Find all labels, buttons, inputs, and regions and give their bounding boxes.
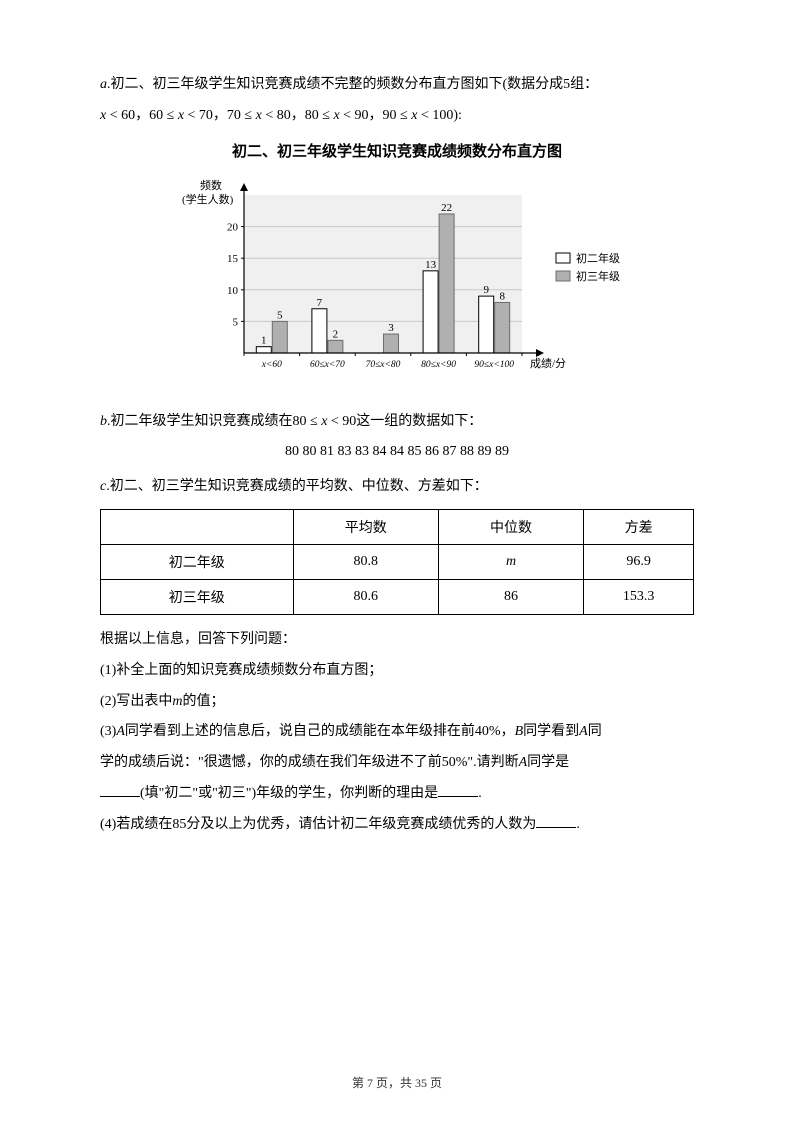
svg-text:(学生人数): (学生人数) (182, 192, 234, 206)
intro-c: c.初二、初三学生知识竞赛成绩的平均数、中位数、方差如下： (100, 472, 694, 503)
row-label: 初二年级 (101, 544, 294, 579)
svg-text:60≤x<70: 60≤x<70 (310, 360, 345, 370)
row-label: 初三年级 (101, 579, 294, 614)
svg-text:9: 9 (483, 284, 489, 296)
svg-text:1: 1 (261, 334, 267, 346)
page-number: 第 7 页，共 35 页 (0, 1074, 794, 1091)
svg-text:10: 10 (227, 284, 239, 296)
svg-text:22: 22 (441, 202, 452, 214)
blank-grade (100, 782, 140, 797)
q3-line2: 学的成绩后说："很遗憾，你的成绩在我们年级进不了前50%".请判断A同学是 (100, 748, 694, 779)
table-row: 初三年级 80.6 86 153.3 (101, 579, 694, 614)
histogram-chart: 5101520频数(学生人数)15x<607260≤x<70370≤x<8013… (100, 173, 694, 393)
svg-text:频数: 频数 (200, 178, 222, 192)
q4: (4)若成绩在85分及以上为优秀，请估计初二年级竞赛成绩优秀的人数为. (100, 810, 694, 841)
svg-text:13: 13 (425, 258, 437, 270)
th-blank (101, 509, 294, 544)
intro-a-text: .初二、初三年级学生知识竞赛成绩不完整的频数分布直方图如下(数据分成5组： (107, 77, 598, 92)
svg-text:90≤x<100: 90≤x<100 (474, 360, 514, 370)
chart-title: 初二、初三年级学生知识竞赛成绩频数分布直方图 (100, 140, 694, 161)
cell: m (438, 544, 583, 579)
cell: 80.6 (293, 579, 438, 614)
blank-count (536, 812, 576, 827)
th-median: 中位数 (438, 509, 583, 544)
ranges-line: x < 60，60 ≤ x < 70，70 ≤ x < 80，80 ≤ x < … (100, 101, 694, 132)
svg-text:5: 5 (233, 316, 239, 328)
svg-text:80≤x<90: 80≤x<90 (421, 360, 456, 370)
cell: 96.9 (584, 544, 694, 579)
table-row: 初二年级 80.8 m 96.9 (101, 544, 694, 579)
q-intro: 根据以上信息，回答下列问题： (100, 625, 694, 656)
th-variance: 方差 (584, 509, 694, 544)
th-mean: 平均数 (293, 509, 438, 544)
intro-b: b.初二年级学生知识竞赛成绩在80 ≤ x < 90这一组的数据如下： (100, 407, 694, 438)
q2: (2)写出表中m的值； (100, 687, 694, 718)
table-header-row: 平均数 中位数 方差 (101, 509, 694, 544)
intro-c-text: .初二、初三学生知识竞赛成绩的平均数、中位数、方差如下： (106, 479, 488, 494)
cell: 153.3 (584, 579, 694, 614)
svg-text:7: 7 (317, 296, 323, 308)
svg-text:15: 15 (227, 253, 239, 265)
svg-text:x<60: x<60 (261, 360, 282, 370)
svg-text:5: 5 (277, 309, 283, 321)
cell: 80.8 (293, 544, 438, 579)
cell: 86 (438, 579, 583, 614)
chart-svg: 5101520频数(学生人数)15x<607260≤x<70370≤x<8013… (162, 173, 632, 393)
blank-reason (438, 782, 478, 797)
svg-text:成绩/分: 成绩/分 (530, 357, 566, 370)
b-data-list: 80 80 81 83 83 84 84 85 86 87 88 89 89 (100, 437, 694, 468)
svg-text:初三年级: 初三年级 (576, 269, 620, 283)
stats-table: 平均数 中位数 方差 初二年级 80.8 m 96.9 初三年级 80.6 86… (100, 509, 694, 615)
svg-text:8: 8 (499, 290, 505, 302)
q1: (1)补全上面的知识竞赛成绩频数分布直方图； (100, 656, 694, 687)
intro-a: a.初二、初三年级学生知识竞赛成绩不完整的频数分布直方图如下(数据分成5组： (100, 70, 694, 101)
svg-text:3: 3 (388, 322, 394, 334)
svg-text:20: 20 (227, 221, 239, 233)
svg-text:70≤x<80: 70≤x<80 (366, 360, 401, 370)
svg-text:初二年级: 初二年级 (576, 251, 620, 265)
q3-line1: (3)A同学看到上述的信息后，说自己的成绩能在本年级排在前40%，B同学看到A同 (100, 717, 694, 748)
svg-text:2: 2 (333, 328, 339, 340)
q3-line3: (填"初二"或"初三")年级的学生，你判断的理由是. (100, 779, 694, 810)
